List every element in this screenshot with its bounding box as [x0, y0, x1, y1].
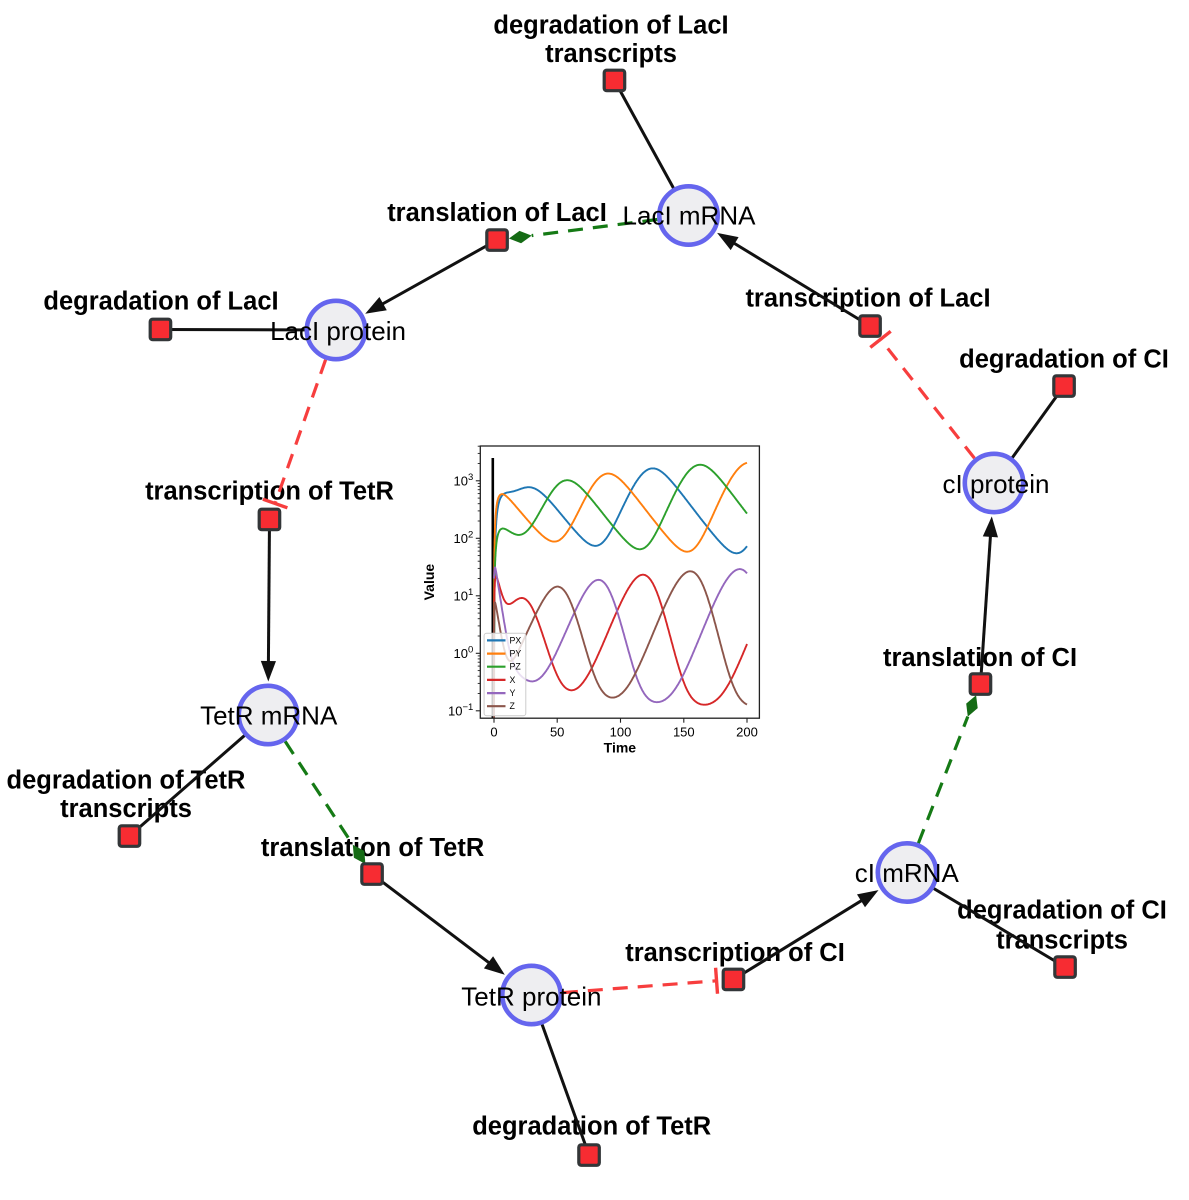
svg-text:0: 0: [490, 725, 497, 740]
svg-text:cI protein: cI protein: [943, 469, 1050, 499]
svg-text:TetR protein: TetR protein: [461, 981, 601, 1011]
svg-text:X: X: [510, 675, 516, 685]
svg-text:TetR mRNA: TetR mRNA: [200, 701, 338, 731]
svg-text:50: 50: [550, 725, 564, 740]
svg-text:200: 200: [736, 725, 758, 740]
svg-text:100: 100: [610, 725, 632, 740]
svg-text:PZ: PZ: [510, 662, 522, 672]
svg-text:LacI mRNA: LacI mRNA: [623, 201, 757, 231]
svg-text:degradation of LacI: degradation of LacI: [43, 288, 278, 316]
svg-text:translation of TetR: translation of TetR: [261, 834, 484, 862]
svg-text:150: 150: [673, 725, 695, 740]
svg-text:PX: PX: [510, 635, 522, 645]
svg-text:Time: Time: [604, 740, 637, 756]
svg-text:degradation of CI: degradation of CI: [957, 897, 1167, 925]
svg-text:degradation of LacI: degradation of LacI: [493, 11, 728, 39]
svg-text:Y: Y: [510, 688, 516, 698]
svg-text:degradation of TetR: degradation of TetR: [7, 767, 246, 795]
svg-text:Z: Z: [510, 701, 516, 711]
svg-text:Value: Value: [421, 564, 437, 601]
svg-text:cI mRNA: cI mRNA: [855, 858, 960, 888]
svg-text:translation of LacI: translation of LacI: [387, 199, 607, 227]
svg-text:LacI protein: LacI protein: [270, 316, 406, 346]
svg-text:transcripts: transcripts: [996, 927, 1128, 955]
svg-text:degradation of TetR: degradation of TetR: [472, 1113, 711, 1141]
svg-text:transcription of CI: transcription of CI: [625, 939, 845, 967]
svg-text:transcription of LacI: transcription of LacI: [745, 285, 990, 313]
svg-text:PY: PY: [510, 649, 522, 659]
svg-text:translation of CI: translation of CI: [883, 644, 1077, 672]
svg-text:degradation of CI: degradation of CI: [959, 346, 1169, 374]
svg-text:transcripts: transcripts: [545, 40, 677, 68]
